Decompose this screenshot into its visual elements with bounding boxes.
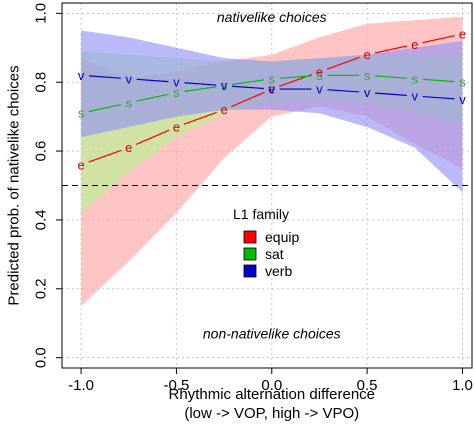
point-sat: s (412, 71, 419, 86)
y-tick-label: 0.6 (33, 141, 50, 162)
line-segment-sat (136, 93, 169, 102)
y-tick-label: 1.0 (33, 3, 50, 24)
point-verb: v (173, 75, 180, 90)
x-axis-title: Rhythmic alternation difference (169, 386, 376, 403)
point-sat: s (78, 106, 85, 121)
line-segment-sat (88, 103, 122, 113)
x-tick-label: -1.0 (68, 377, 94, 394)
line-segment-sat (422, 78, 455, 83)
point-equip: e (77, 157, 84, 172)
point-equip: e (173, 119, 180, 134)
legend-label-verb: verb (265, 263, 292, 279)
point-verb: v (125, 71, 132, 86)
point-verb: v (269, 82, 276, 97)
point-equip: e (220, 102, 227, 117)
line-segment-verb (136, 78, 169, 83)
line-segment-verb (184, 82, 217, 86)
legend-swatch-sat (243, 247, 257, 261)
point-equip: e (316, 64, 323, 79)
x-tick-label: 1.0 (452, 377, 473, 394)
point-verb: v (221, 78, 228, 93)
point-sat: s (459, 75, 466, 90)
line-segment-equip (422, 35, 455, 44)
point-sat: s (173, 85, 180, 100)
x-axis-subtitle: (low -> VOP, high -> VPO) (184, 405, 359, 422)
line-segment-sat (184, 86, 217, 92)
point-verb: v (412, 88, 419, 103)
point-sat: s (221, 78, 228, 93)
point-verb: v (459, 92, 466, 107)
point-equip: e (363, 47, 370, 62)
line-segment-equip (183, 111, 217, 125)
y-tick-label: 0.2 (33, 278, 50, 299)
point-verb: v (316, 82, 323, 97)
line-segment-equip (326, 56, 360, 70)
legend-swatch-verb (243, 264, 257, 278)
x-tick-label: 0.5 (357, 377, 378, 394)
axes: -1.0 -0.5 0.0 0.5 1.0 0.0 0.2 0.4 0.6 0.8 1.0 (33, 3, 473, 394)
legend-label-equip: equip (265, 229, 299, 245)
point-equip: e (459, 26, 466, 41)
confidence-bands (81, 16, 463, 307)
x-tick-label: -0.5 (163, 377, 189, 394)
line-segment-equip (231, 91, 265, 108)
x-tick-label: 0.0 (261, 377, 282, 394)
point-sat: s (269, 71, 276, 86)
point-equip: e (125, 140, 132, 155)
line-segment-sat (279, 75, 312, 79)
line-segment-verb (89, 75, 121, 79)
line-segment-equip (374, 45, 408, 54)
y-tick-label: 0.8 (33, 72, 50, 93)
point-sat: s (316, 68, 323, 83)
line-segment-verb (232, 85, 264, 90)
series-lines (88, 35, 455, 163)
point-verb: v (364, 85, 371, 100)
point-equip: e (411, 37, 418, 52)
y-tick-label: 0.0 (33, 347, 50, 368)
point-sat: s (125, 95, 132, 110)
legend-title: L1 family (233, 206, 289, 222)
point-equip: e (268, 82, 275, 97)
annotation-bottom: non-nativelike choices (203, 326, 341, 342)
point-verb: v (78, 68, 85, 83)
y-tick-label: 0.4 (33, 210, 50, 231)
line-segment-verb (375, 92, 407, 96)
line-segment-sat (231, 79, 264, 86)
band-verb (81, 30, 463, 193)
line-segment-verb (422, 95, 455, 100)
y-axis-title: Predicted prob. of nativelike choices (6, 65, 23, 305)
legend-swatch-equip (243, 230, 257, 244)
line-segment-verb (327, 89, 360, 93)
line-segment-sat (375, 75, 407, 79)
annotation-top: nativelike choices (217, 9, 327, 25)
point-sat: s (364, 68, 371, 83)
legend-label-sat: sat (265, 246, 284, 262)
line-segment-equip (88, 149, 122, 163)
line-segment-equip (135, 129, 170, 145)
